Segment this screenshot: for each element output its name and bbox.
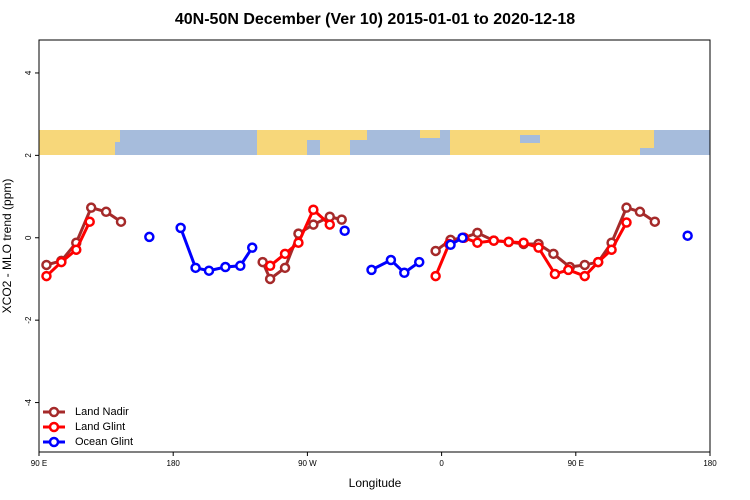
map-strip: [39, 130, 710, 155]
x-tick-label: 90 E: [568, 459, 584, 468]
y-tick-label: -2: [24, 316, 33, 324]
x-tick-label: 180: [703, 459, 717, 468]
data-point: [203, 265, 215, 276]
data-point: [533, 242, 544, 253]
y-tick-label: -4: [24, 398, 33, 406]
data-point: [682, 230, 693, 241]
data-point: [503, 236, 514, 248]
x-tick-label: 90 W: [298, 459, 317, 468]
data-point: [457, 232, 468, 244]
data-point: [385, 254, 397, 266]
data-point: [606, 244, 617, 255]
data-point: [579, 259, 590, 271]
data-point: [144, 231, 155, 243]
data-point: [549, 268, 561, 280]
data-point: [308, 204, 319, 215]
data-point: [430, 270, 441, 282]
y-tick-label: 2: [24, 153, 33, 158]
data-point: [279, 248, 291, 260]
data-point: [264, 260, 276, 272]
legend-label: Land Glint: [75, 421, 125, 433]
data-point: [308, 219, 319, 230]
data-point: [324, 219, 336, 230]
data-point: [84, 216, 95, 227]
x-axis-label: Longitude: [349, 476, 402, 490]
data-point: [634, 206, 646, 218]
legend-marker: [48, 421, 60, 433]
data-point: [246, 242, 258, 253]
data-point: [85, 202, 97, 213]
data-point: [592, 256, 604, 268]
legend-marker: [48, 406, 60, 418]
data-point: [649, 216, 661, 227]
plot-frame: [38, 39, 711, 453]
y-tick-label: 0: [24, 235, 33, 240]
data-point: [41, 270, 52, 282]
data-point: [115, 216, 127, 227]
data-point: [518, 237, 529, 248]
data-point: [279, 262, 291, 274]
data-point: [472, 227, 483, 239]
y-axis-label: XCO2 - MLO trend (ppm): [0, 179, 14, 314]
data-point: [293, 237, 304, 248]
data-point: [264, 273, 276, 285]
data-point: [339, 225, 350, 237]
data-point: [488, 235, 500, 246]
data-point: [579, 270, 590, 282]
data-point: [56, 256, 67, 268]
data-point: [100, 206, 112, 218]
data-point: [190, 262, 201, 274]
data-point: [399, 267, 410, 279]
x-tick-label: 0: [439, 459, 444, 468]
data-point: [430, 245, 441, 257]
y-tick-label: 4: [24, 70, 33, 75]
data-point: [175, 222, 186, 234]
chart-title: 40N-50N December (Ver 10) 2015-01-01 to …: [175, 11, 575, 28]
data-point: [235, 260, 246, 272]
x-tick-label: 90 E: [31, 459, 47, 468]
data-point: [71, 244, 82, 255]
data-point: [220, 261, 231, 273]
data-point: [413, 256, 425, 268]
data-point: [366, 264, 377, 276]
data-point: [41, 259, 52, 271]
data-point: [336, 214, 347, 225]
legend-marker: [48, 436, 60, 448]
x-tick-label: 180: [167, 459, 181, 468]
data-point: [563, 264, 574, 276]
data-point: [621, 217, 632, 228]
data-point: [548, 248, 559, 260]
legend-label: Land Nadir: [75, 406, 129, 418]
data-point: [621, 202, 632, 213]
legend-label: Ocean Glint: [75, 436, 133, 448]
data-point: [472, 237, 483, 248]
data-point: [445, 239, 456, 251]
